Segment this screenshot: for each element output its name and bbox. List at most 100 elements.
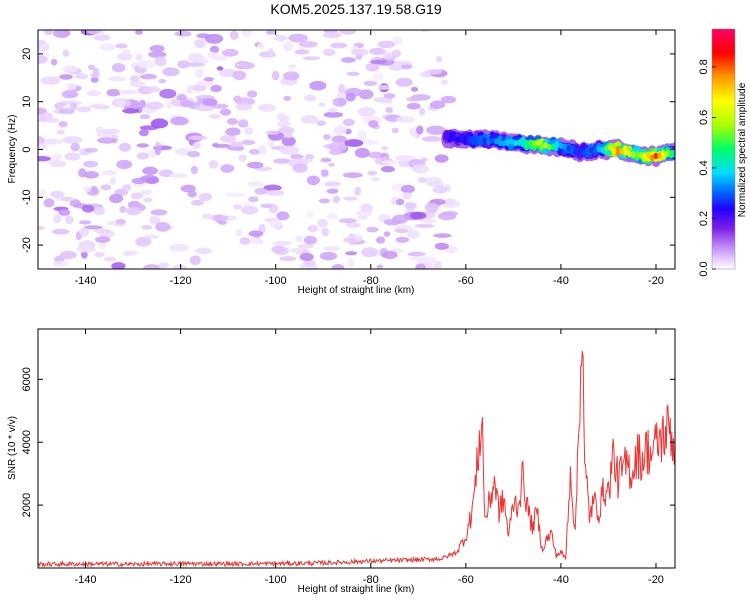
signal-cell xyxy=(627,150,632,158)
x-tick-label: -20 xyxy=(648,574,664,586)
noise-cell xyxy=(309,80,327,91)
noise-cell xyxy=(322,31,342,39)
x-tick-label: -20 xyxy=(648,275,664,287)
noise-cell xyxy=(317,218,328,228)
noise-cell xyxy=(344,139,364,147)
noise-cell xyxy=(303,259,316,267)
noise-cell xyxy=(62,65,79,73)
noise-cell xyxy=(330,42,347,49)
noise-cell xyxy=(43,138,63,145)
noise-cell xyxy=(118,89,139,95)
noise-cell xyxy=(50,160,67,168)
noise-cell xyxy=(383,93,396,99)
noise-cell xyxy=(70,142,80,152)
noise-cell xyxy=(440,79,448,85)
signal-cell xyxy=(577,149,583,156)
noise-cell xyxy=(258,144,267,155)
noise-cell xyxy=(38,55,48,64)
noise-cell xyxy=(69,199,81,208)
noise-cell xyxy=(115,218,126,224)
noise-cell xyxy=(169,243,189,252)
noise-cell xyxy=(145,101,164,110)
noise-cell xyxy=(115,43,128,49)
spectrogram-y-label: Frequency (Hz) xyxy=(7,115,18,184)
noise-cell xyxy=(406,96,422,102)
y-tick-label: 2000 xyxy=(21,493,33,517)
noise-cell xyxy=(94,251,105,258)
noise-cell xyxy=(247,181,264,187)
noise-cell xyxy=(115,99,126,108)
noise-cell xyxy=(229,30,239,40)
noise-cell xyxy=(324,181,341,187)
signal-cell xyxy=(672,149,675,156)
colorbar-tick-label: 0.6 xyxy=(698,110,710,125)
noise-cell xyxy=(263,184,282,192)
noise-cell xyxy=(411,86,419,92)
signal-cell xyxy=(665,150,670,157)
noise-cell xyxy=(239,237,251,245)
noise-cell xyxy=(195,247,213,255)
noise-cell xyxy=(401,64,413,69)
noise-cell xyxy=(97,137,117,144)
signal-cell xyxy=(444,132,450,140)
noise-cell xyxy=(307,225,319,233)
noise-cell xyxy=(426,125,446,135)
signal-cell xyxy=(494,138,499,145)
noise-cell xyxy=(222,48,239,57)
noise-cell xyxy=(318,198,331,204)
noise-cell xyxy=(328,148,343,156)
noise-cell xyxy=(337,98,346,106)
noise-cell xyxy=(429,100,446,109)
signal-cell xyxy=(509,138,514,145)
noise-cell xyxy=(351,48,369,56)
noise-cell xyxy=(395,77,413,87)
spectrogram-x-ticks: -140 -120 -100 -80 -60 -40 -20 xyxy=(75,30,664,287)
y-tick-label: -10 xyxy=(21,189,33,205)
noise-cell xyxy=(109,193,124,204)
noise-cell xyxy=(279,145,299,155)
noise-cell xyxy=(354,147,370,158)
noise-cell xyxy=(45,117,60,124)
noise-cell xyxy=(59,250,77,260)
noise-cell xyxy=(192,142,201,150)
noise-cell xyxy=(382,160,399,165)
noise-cell xyxy=(111,262,126,269)
noise-cell xyxy=(90,185,98,194)
noise-cell xyxy=(368,120,379,128)
signal-cell xyxy=(611,147,617,155)
colorbar: 0.0 0.2 0.4 0.6 0.8 Normalized spectral ampl… xyxy=(698,28,748,277)
signal-cell xyxy=(638,151,644,159)
noise-cell xyxy=(323,134,331,141)
noise-cell xyxy=(320,157,332,163)
noise-cell xyxy=(90,76,99,83)
noise-cell xyxy=(220,164,235,173)
noise-cell xyxy=(154,145,162,156)
x-tick-label: -120 xyxy=(170,574,192,586)
noise-cell xyxy=(241,205,259,215)
noise-cell xyxy=(59,74,73,80)
noise-cell xyxy=(426,181,445,187)
noise-cell xyxy=(257,103,277,112)
noise-cell xyxy=(273,241,292,246)
noise-cell xyxy=(76,246,97,253)
noise-cell xyxy=(319,251,338,261)
noise-cell xyxy=(407,251,426,257)
signal-cell xyxy=(482,137,488,144)
colorbar-tick-label: 0.0 xyxy=(698,261,710,276)
noise-cell xyxy=(244,127,253,135)
x-tick-label: -80 xyxy=(363,275,379,287)
signal-cell xyxy=(562,143,567,150)
noise-cell xyxy=(369,47,386,56)
snr-y-label: SNR (10 * v/v) xyxy=(7,416,18,480)
noise-cell xyxy=(433,260,442,269)
noise-cell xyxy=(38,39,46,45)
signal-cell xyxy=(615,148,621,155)
noise-cell xyxy=(249,237,257,244)
noise-cell xyxy=(357,215,368,220)
noise-cell xyxy=(207,51,217,59)
noise-cell xyxy=(300,114,319,124)
noise-cell xyxy=(434,242,449,250)
signal-cell xyxy=(516,139,522,146)
noise-cell xyxy=(210,214,229,221)
